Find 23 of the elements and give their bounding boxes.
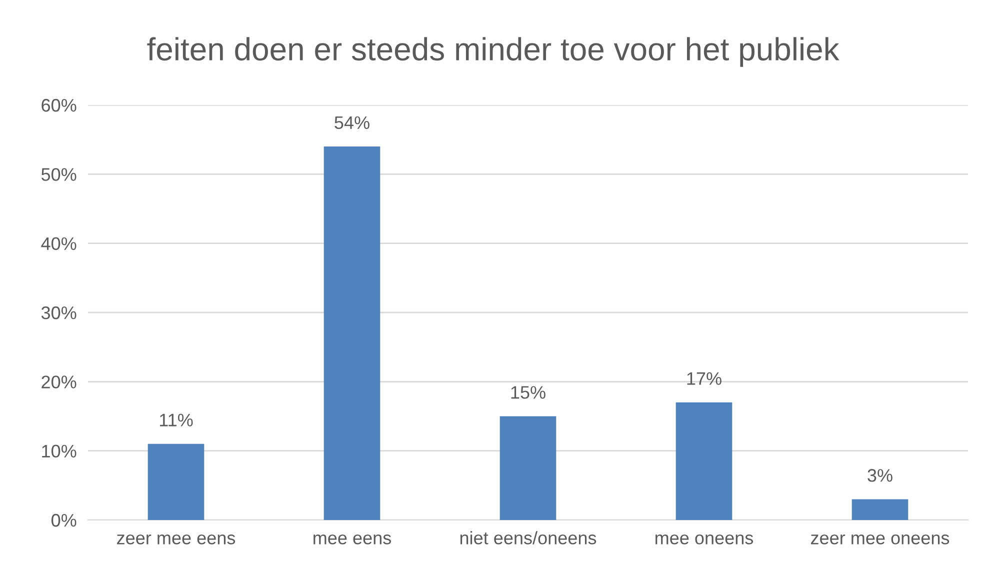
bar [324,146,380,520]
y-tick-label: 40% [41,237,76,250]
bar [852,499,908,520]
x-tick-label: mee oneens [656,534,754,544]
x-tick-label: niet eens/oneens [460,531,596,544]
bar [148,444,204,520]
bar [500,416,556,520]
data-label: 11% [160,414,193,426]
y-tick-label: 50% [41,168,76,181]
y-tick-label: 20% [42,376,76,388]
y-tick-label: 60% [42,98,76,112]
y-tick-label: 10% [42,444,76,458]
data-label: 3% [868,469,892,482]
x-tick-label: zeer mee eens [117,534,236,544]
data-label: 15% [511,386,546,399]
y-tick-label: 0% [52,514,76,527]
x-tick-label: zeer mee oneens [810,534,950,544]
bar [676,402,732,520]
y-tick-label: 30% [41,306,76,320]
chart-title: feiten doen er steeds minder toe voor het publiek [147,37,840,67]
data-label: 54% [334,116,370,130]
data-label: 17% [687,372,722,385]
x-tick-label: mee eens [314,534,391,544]
